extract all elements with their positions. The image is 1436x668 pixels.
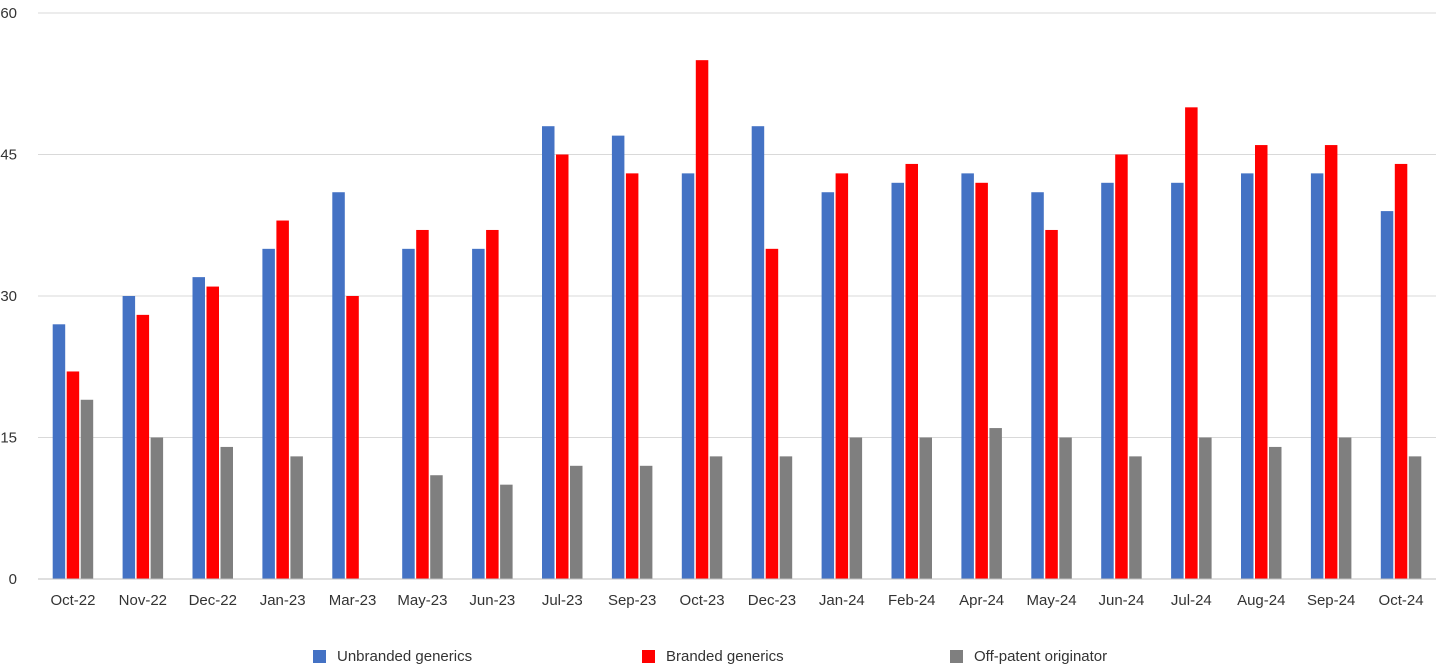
y-tick-label: 30 xyxy=(0,288,17,305)
bar-off-patent-originator-may-24 xyxy=(1059,437,1072,579)
bar-off-patent-originator-oct-23 xyxy=(709,456,723,579)
x-tick-label: Dec-22 xyxy=(189,592,237,609)
y-tick-label: 15 xyxy=(0,430,17,447)
bar-unbranded-generics-sep-24 xyxy=(1310,173,1324,579)
bar-off-patent-originator-oct-24 xyxy=(1408,456,1422,579)
y-axis-ticks: 0 15 30 45 60 xyxy=(0,5,17,588)
bar-off-patent-originator-jul-23 xyxy=(570,465,583,579)
x-tick-label: Sep-23 xyxy=(608,592,656,609)
bar-unbranded-generics-jan-24 xyxy=(821,192,835,579)
bar-unbranded-generics-dec-22 xyxy=(192,277,205,579)
bar-off-patent-originator-dec-23 xyxy=(779,456,793,579)
legend: Unbranded generics Branded generics Off-… xyxy=(0,648,1436,668)
legend-label: Branded generics xyxy=(666,648,784,665)
bar-unbranded-generics-mar-23 xyxy=(332,192,345,579)
bar-off-patent-originator-sep-23 xyxy=(639,465,653,579)
x-tick-label: Jul-24 xyxy=(1171,592,1212,609)
bar-unbranded-generics-jun-24 xyxy=(1101,182,1114,580)
legend-item-unbranded-generics: Unbranded generics xyxy=(313,648,472,665)
y-tick-label: 60 xyxy=(0,5,17,22)
bar-branded-generics-sep-24 xyxy=(1324,145,1338,580)
legend-label: Unbranded generics xyxy=(337,648,473,665)
bar-unbranded-generics-apr-24 xyxy=(961,173,974,579)
bar-unbranded-generics-may-23 xyxy=(402,248,415,580)
bar-off-patent-originator-jul-24 xyxy=(1199,437,1212,579)
bar-branded-generics-feb-24 xyxy=(905,163,918,579)
x-tick-label: May-24 xyxy=(1027,592,1077,609)
bar-branded-generics-mar-23 xyxy=(346,296,359,579)
bar-branded-generics-aug-24 xyxy=(1255,145,1268,580)
x-tick-label: Jun-24 xyxy=(1099,592,1145,609)
bar-unbranded-generics-oct-23 xyxy=(681,173,695,579)
x-tick-label: Oct-23 xyxy=(680,592,725,609)
x-tick-label: Mar-23 xyxy=(329,592,377,609)
bar-branded-generics-jan-24 xyxy=(835,173,849,579)
bar-off-patent-originator-apr-24 xyxy=(989,428,1002,579)
bar-off-patent-originator-oct-22 xyxy=(80,399,94,579)
x-tick-label: Nov-22 xyxy=(119,592,167,609)
bar-branded-generics-jan-23 xyxy=(276,220,289,580)
y-tick-label: 0 xyxy=(9,571,17,588)
bar-off-patent-originator-aug-24 xyxy=(1269,446,1282,579)
bar-branded-generics-may-24 xyxy=(1045,229,1058,579)
bar-unbranded-generics-nov-22 xyxy=(122,296,136,579)
x-tick-label: Jan-23 xyxy=(260,592,306,609)
y-tick-label: 45 xyxy=(0,147,17,164)
bar-chart: 0 15 30 45 60 Oct-22 Nov-22 Dec-22 Jan-23 Mar-23… xyxy=(0,5,1436,609)
bar-off-patent-originator-jan-23 xyxy=(290,456,303,579)
bar-branded-generics-jun-24 xyxy=(1115,154,1128,579)
bar-branded-generics-oct-22 xyxy=(66,371,80,579)
bar-unbranded-generics-feb-24 xyxy=(891,182,904,580)
bar-branded-generics-nov-22 xyxy=(136,314,150,579)
bar-off-patent-originator-dec-22 xyxy=(220,446,233,579)
bar-branded-generics-oct-24 xyxy=(1394,163,1408,579)
bar-branded-generics-may-23 xyxy=(416,229,429,579)
gridlines xyxy=(38,12,1436,438)
bars xyxy=(52,60,1422,580)
legend-item-off-patent-originator: Off-patent originator xyxy=(950,648,1107,665)
bar-unbranded-generics-oct-24 xyxy=(1380,211,1394,579)
x-tick-label: Feb-24 xyxy=(888,592,936,609)
bar-unbranded-generics-dec-23 xyxy=(751,126,765,579)
bar-off-patent-originator-feb-24 xyxy=(919,437,932,579)
x-tick-label: Oct-24 xyxy=(1379,592,1424,609)
bar-branded-generics-dec-23 xyxy=(765,248,779,580)
x-tick-label: Jan-24 xyxy=(819,592,865,609)
bar-branded-generics-sep-23 xyxy=(625,173,639,579)
x-tick-label: Dec-23 xyxy=(748,592,796,609)
bar-unbranded-generics-jul-23 xyxy=(542,126,555,579)
x-tick-label: Aug-24 xyxy=(1237,592,1285,609)
bar-branded-generics-apr-24 xyxy=(975,182,988,580)
legend-swatch-unbranded-generics xyxy=(313,650,326,663)
legend-item-branded-generics: Branded generics xyxy=(642,648,784,665)
x-tick-label: May-23 xyxy=(397,592,447,609)
x-axis-ticks: Oct-22 Nov-22 Dec-22 Jan-23 Mar-23 May-23 Jun-… xyxy=(50,592,1423,609)
bar-unbranded-generics-jun-23 xyxy=(472,248,485,580)
x-tick-label: Jun-23 xyxy=(469,592,515,609)
bar-off-patent-originator-jun-23 xyxy=(500,484,513,579)
bar-unbranded-generics-may-24 xyxy=(1031,192,1044,579)
bar-branded-generics-jul-24 xyxy=(1185,107,1198,579)
legend-swatch-off-patent-originator xyxy=(950,650,963,663)
bar-unbranded-generics-oct-22 xyxy=(52,324,66,579)
x-tick-label: Sep-24 xyxy=(1307,592,1355,609)
bar-branded-generics-jul-23 xyxy=(556,154,569,579)
bar-branded-generics-jun-23 xyxy=(486,229,499,579)
bar-branded-generics-oct-23 xyxy=(695,60,709,579)
bar-off-patent-originator-nov-22 xyxy=(150,437,164,579)
bar-unbranded-generics-jan-23 xyxy=(262,248,275,580)
bar-unbranded-generics-aug-24 xyxy=(1241,173,1254,579)
legend-label: Off-patent originator xyxy=(974,648,1108,665)
bar-off-patent-originator-jun-24 xyxy=(1129,456,1142,579)
bar-unbranded-generics-jul-24 xyxy=(1171,182,1184,580)
x-tick-label: Jul-23 xyxy=(542,592,583,609)
bar-unbranded-generics-sep-23 xyxy=(611,135,625,579)
x-tick-label: Oct-22 xyxy=(50,592,95,609)
x-tick-label: Apr-24 xyxy=(959,592,1004,609)
bar-branded-generics-dec-22 xyxy=(206,286,219,579)
bar-off-patent-originator-jan-24 xyxy=(849,437,863,579)
legend-swatch-branded-generics xyxy=(642,650,655,663)
bar-off-patent-originator-may-23 xyxy=(430,475,443,579)
bar-off-patent-originator-sep-24 xyxy=(1338,437,1352,579)
